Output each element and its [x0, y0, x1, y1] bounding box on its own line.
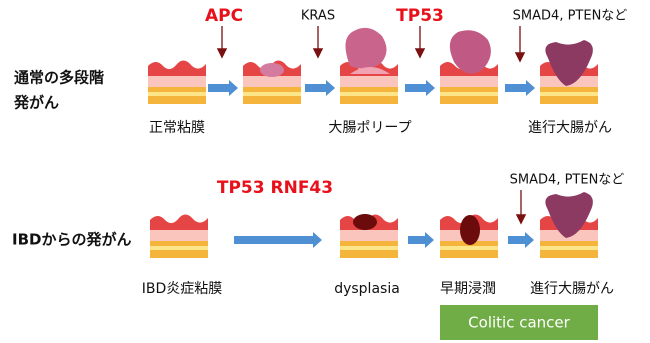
polyp — [345, 27, 387, 69]
tissue-stripe — [340, 246, 398, 250]
row-title: 発がん — [13, 94, 59, 112]
gene-label: APC — [205, 6, 243, 26]
gene-label: TP53 — [396, 6, 444, 26]
tissue-mid — [148, 74, 206, 87]
lesion — [260, 63, 284, 77]
arrow — [208, 80, 238, 96]
tissue-stripe — [540, 92, 598, 96]
gene-label: TP53 RNF43 — [217, 178, 333, 198]
lesion — [460, 215, 480, 245]
arrow — [508, 232, 534, 248]
arrow — [408, 232, 434, 248]
stage-label: 進行大腸がん — [528, 120, 612, 136]
stage-label: 進行大腸がん — [530, 281, 614, 297]
lesion — [353, 214, 377, 230]
badge-box — [440, 305, 598, 340]
stage-label: 大腸ポリープ — [328, 120, 411, 136]
arrow — [505, 80, 535, 96]
tissue-top — [150, 214, 208, 230]
shapes — [148, 26, 598, 258]
polyp — [449, 30, 491, 74]
arrow — [234, 232, 322, 248]
row-title: 通常の多段階 — [14, 69, 104, 87]
gene-label: SMAD4, PTENなど — [513, 9, 628, 24]
tissue-mid — [243, 74, 301, 87]
tissue-mid — [150, 228, 208, 241]
tissue-stripe — [540, 246, 598, 250]
gene-label: KRAS — [301, 9, 335, 24]
lesion — [545, 40, 593, 86]
tissue-top — [148, 60, 206, 76]
tissue-stripe — [440, 92, 498, 96]
tissue-stripe — [243, 92, 301, 96]
tissue-stripe — [150, 246, 208, 250]
stage-label: 正常粘膜 — [149, 120, 205, 136]
tissue-mid — [340, 228, 398, 241]
tissue-mid — [340, 74, 398, 87]
stage-label: IBD炎症粘膜 — [142, 281, 223, 297]
gene-label: SMAD4, PTENなど — [510, 173, 625, 188]
stage-label: dysplasia — [334, 281, 400, 297]
arrow — [305, 80, 335, 96]
polyp-base — [350, 67, 390, 74]
arrow — [405, 80, 435, 96]
tissue-stripe — [148, 92, 206, 96]
badge: Colitic cancer — [468, 314, 570, 332]
stage-label: 早期浸潤 — [440, 281, 496, 297]
tissue-stripe — [440, 246, 498, 250]
row-title: IBDからの発がん — [12, 231, 131, 249]
tissue-mid — [440, 74, 498, 87]
lesion — [545, 192, 593, 238]
tissue-stripe — [340, 92, 398, 96]
